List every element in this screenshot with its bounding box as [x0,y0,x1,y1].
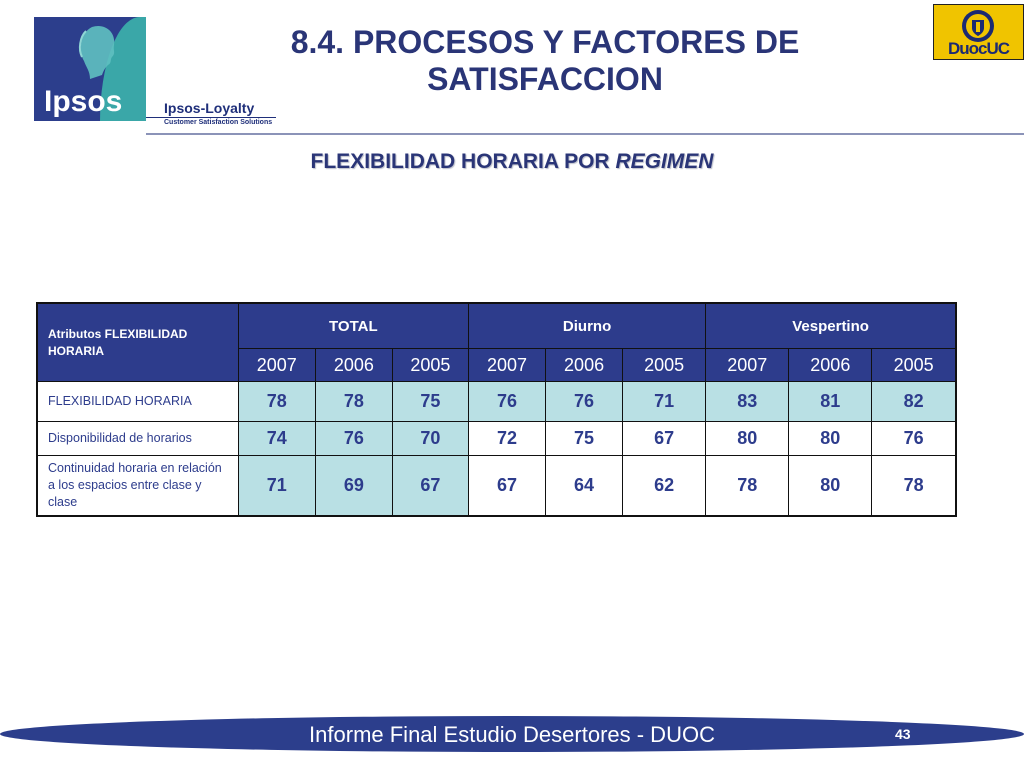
value-cell: 74 [237,421,316,456]
row-label: FLEXIBILIDAD HORARIA [36,381,239,422]
value-cell: 71 [237,455,316,516]
value-cell: 76 [467,381,547,422]
value-cell: 67 [622,421,707,456]
value-cell: 64 [545,455,624,516]
group-header-diurno: Diurno [467,302,707,349]
year-header: 2007 [467,348,547,382]
subtitle-emphasis: REGIMEN [615,150,714,173]
table-row: Disponibilidad de horarios 74 76 70 72 7… [36,421,957,456]
loyalty-name: Ipsos-Loyalty [164,100,255,116]
subtitle-prefix: FLEXIBILIDAD HORARIA POR [310,150,610,173]
value-cell: 80 [705,421,790,456]
group-header-vespertino: Vespertino [705,302,957,349]
duoc-logo-word: DuocUC [947,39,1010,58]
page-title: 8.4. PROCESOS Y FACTORES DE SATISFACCION [290,24,800,97]
value-cell: 82 [871,381,957,422]
value-cell: 78 [314,381,393,422]
face-silhouette-icon [78,25,115,79]
year-header: 2007 [237,348,316,382]
value-cell: 78 [705,455,790,516]
ipsos-logo-word: Ipsos [44,85,123,118]
value-cell: 76 [871,421,957,456]
group-header-total: TOTAL [237,302,469,349]
duoc-logo: DuocUC [933,4,1024,60]
value-cell: 75 [545,421,624,456]
value-cell: 76 [545,381,624,422]
value-cell: 78 [871,455,957,516]
value-cell: 62 [622,455,707,516]
value-cell: 81 [788,381,873,422]
satisfaction-table: Atributos FLEXIBILIDAD HORARIA TOTAL Diu… [36,302,957,517]
value-cell: 76 [314,421,393,456]
attribute-header: Atributos FLEXIBILIDAD HORARIA [36,302,239,382]
page-number: 43 [895,726,911,742]
ipsos-loyalty-logo: Ipsos-Loyalty Customer Satisfaction Solu… [146,100,276,127]
row-label: Continuidad horaria en relación a los es… [36,455,239,516]
year-header: 2005 [622,348,707,382]
year-header: 2006 [545,348,624,382]
value-cell: 67 [467,455,547,516]
value-cell: 80 [788,421,873,456]
loyalty-tagline: Customer Satisfaction Solutions [164,119,273,126]
year-header: 2007 [705,348,790,382]
year-header: 2006 [314,348,393,382]
value-cell: 70 [391,421,469,456]
value-cell: 72 [467,421,547,456]
value-cell: 83 [705,381,790,422]
value-cell: 69 [314,455,393,516]
year-header: 2005 [871,348,957,382]
value-cell: 71 [622,381,707,422]
row-label: Disponibilidad de horarios [36,421,239,456]
table-row: Continuidad horaria en relación a los es… [36,455,957,516]
year-header: 2005 [391,348,469,382]
crest-icon [962,10,994,42]
header-divider [146,133,1024,135]
value-cell: 80 [788,455,873,516]
value-cell: 75 [391,381,469,422]
footer-text: Informe Final Estudio Desertores - DUOC [309,722,715,747]
section-subtitle: FLEXIBILIDAD HORARIA POR REGIMEN [0,150,1024,174]
ipsos-logo: Ipsos [34,17,146,121]
footer-bar [0,716,1024,752]
table-row: FLEXIBILIDAD HORARIA 78 78 75 76 76 71 8… [36,381,957,422]
year-header: 2006 [788,348,873,382]
value-cell: 78 [237,381,316,422]
value-cell: 67 [391,455,469,516]
